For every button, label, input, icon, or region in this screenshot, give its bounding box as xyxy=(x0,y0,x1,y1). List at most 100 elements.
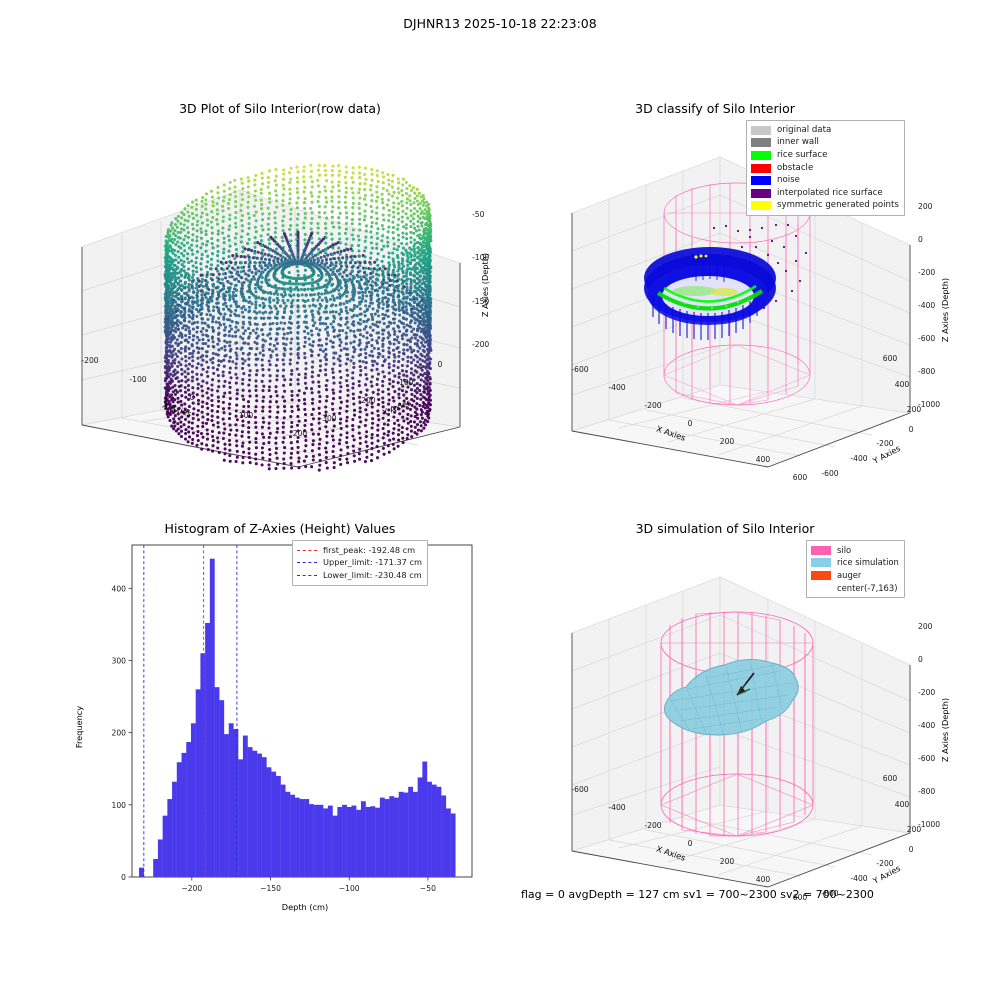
classify-legend-item[interactable]: symmetric generated points xyxy=(751,200,899,213)
histogram-bar xyxy=(238,759,243,877)
histogram-bar xyxy=(418,777,423,877)
simulation-3d-canvas[interactable]: -600 -400 -200 0 200 400 600 X Axies -60… xyxy=(510,515,980,905)
svg-text:300: 300 xyxy=(112,656,127,665)
classify-legend-item[interactable]: rice surface xyxy=(751,149,899,162)
histogram-bar xyxy=(342,805,347,877)
histogram-bar xyxy=(389,796,394,877)
histogram-bar xyxy=(304,799,309,877)
classify-legend-item[interactable]: interpolated rice surface xyxy=(751,187,899,200)
raw-3d-ytick-1: -100 xyxy=(396,378,413,387)
histogram-bar xyxy=(314,805,319,877)
sim-3d-ytick-5: 400 xyxy=(895,800,910,809)
sim-3d-xtick-4: 200 xyxy=(720,857,735,866)
classify-legend-item[interactable]: noise xyxy=(751,174,899,187)
classify-3d-legend[interactable]: original data inner wall rice surface obsta… xyxy=(746,120,905,216)
classify-3d-xtick-6: 600 xyxy=(793,473,808,482)
histogram-bar xyxy=(337,807,342,877)
histogram-bar xyxy=(285,792,290,877)
classify-legend-item[interactable]: inner wall xyxy=(751,137,899,150)
classify-legend-swatch xyxy=(751,151,771,160)
classify-3d-ztick-2: -200 xyxy=(918,268,935,277)
histogram-bar xyxy=(191,723,196,877)
histogram-bar xyxy=(323,808,328,877)
classify-3d-xtick-0: -600 xyxy=(571,365,588,374)
histogram-bar xyxy=(158,839,163,877)
hist-legend-item[interactable]: Upper_limit: -171.37 cm xyxy=(297,557,422,570)
histogram-bar xyxy=(200,653,205,877)
histogram-bar xyxy=(271,772,276,877)
raw-3d-xtick-3: 100 xyxy=(239,411,254,420)
histogram-canvas[interactable]: −200 −150 −100 −50 0 100 200 300 400 Depth (cm) … xyxy=(60,515,500,920)
sim-legend-label: auger xyxy=(837,570,861,581)
sim-3d-ztick-1: 0 xyxy=(918,655,923,664)
status-footer: flag = 0 avgDepth = 127 cm sv1 = 700~230… xyxy=(521,888,874,901)
histogram-bar xyxy=(333,816,338,877)
sim-legend-item[interactable]: rice simulation xyxy=(811,557,899,570)
svg-text:0: 0 xyxy=(121,873,126,882)
histogram-bar xyxy=(290,795,295,877)
raw-3d-zlabel: Z Axies (Depth) xyxy=(480,253,490,317)
svg-text:−50: −50 xyxy=(420,884,436,893)
histogram-bar xyxy=(196,689,201,877)
raw-3d-ytick-2: -200 xyxy=(358,396,375,405)
sim-legend-swatch xyxy=(811,584,831,593)
histogram-bar xyxy=(437,787,442,877)
sim-legend-swatch xyxy=(811,571,831,580)
hist-legend-item[interactable]: Lower_limit: -230.48 cm xyxy=(297,569,422,582)
histogram-bar xyxy=(163,816,168,877)
sim-legend-label: center(-7,163) xyxy=(837,583,897,594)
sim-3d-ztick-0: 200 xyxy=(918,622,933,631)
histogram-bar xyxy=(233,729,238,877)
classify-3d-ytick-5: 400 xyxy=(895,380,910,389)
classify-legend-label: original data xyxy=(777,125,831,136)
classify-3d-ztick-3: -400 xyxy=(918,301,935,310)
raw-3d-xtick-2: 0 xyxy=(190,393,195,402)
figure-canvas: DJHNR13 2025-10-18 22:23:08 3D Plot of S… xyxy=(0,0,1000,1000)
classify-legend-label: rice surface xyxy=(777,150,827,161)
histogram-bar xyxy=(281,785,286,877)
histogram-bar xyxy=(267,767,272,877)
classify-3d-ytick-1: -400 xyxy=(850,454,867,463)
sim-legend-item[interactable]: center(-7,163) xyxy=(811,582,899,595)
sim-legend-swatch xyxy=(811,558,831,567)
histogram-bar xyxy=(328,806,333,877)
histogram-legend[interactable]: first_peak: -192.48 cm Upper_limit: -171.… xyxy=(292,540,428,586)
classify-3d-xtick-2: -200 xyxy=(644,401,661,410)
hist-legend-item[interactable]: first_peak: -192.48 cm xyxy=(297,544,422,557)
sim-3d-ztick-5: -800 xyxy=(918,787,935,796)
sim-legend-item[interactable]: silo xyxy=(811,544,899,557)
histogram-bar xyxy=(300,799,305,877)
classify-legend-label: inner wall xyxy=(777,137,819,148)
classify-legend-item[interactable]: original data xyxy=(751,124,899,137)
panel-simulation-3d-title: 3D simulation of Silo Interior xyxy=(490,521,960,536)
classify-legend-swatch xyxy=(751,138,771,147)
histogram-bar xyxy=(413,792,418,877)
classify-3d-ztick-6: -1000 xyxy=(918,400,940,409)
classify-3d-ztick-4: -600 xyxy=(918,334,935,343)
simulation-3d-legend[interactable]: silo rice simulation auger center(-7,163) xyxy=(806,540,905,598)
panel-simulation-3d: 3D simulation of Silo Interior xyxy=(510,515,980,905)
classify-legend-swatch xyxy=(751,164,771,173)
classify-3d-canvas[interactable]: -600 -400 -200 0 200 400 600 X Axies -60… xyxy=(510,95,980,485)
histogram-ylabel: Frequency xyxy=(74,706,84,748)
sim-3d-xtick-5: 400 xyxy=(756,875,771,884)
sim-3d-ztick-6: -1000 xyxy=(918,820,940,829)
histogram-bar xyxy=(352,806,357,877)
sim-legend-item[interactable]: auger xyxy=(811,569,899,582)
raw-3d-canvas[interactable]: -200 -100 0 100 200 X Axies 0 -100 -200 … xyxy=(60,95,500,485)
sim-legend-label: silo xyxy=(837,545,851,556)
raw-3d-ztick-3: -200 xyxy=(472,340,489,349)
panel-raw-3d-title: 3D Plot of Silo Interior(row data) xyxy=(60,101,500,116)
histogram-bar xyxy=(361,801,366,877)
histogram-bar xyxy=(186,742,191,877)
histogram-bar xyxy=(380,798,385,877)
histogram-bar xyxy=(318,805,323,877)
histogram-bar xyxy=(153,859,158,877)
hist-legend-line-sample xyxy=(297,562,317,563)
panel-histogram: Histogram of Z-Axies (Height) Values −20… xyxy=(60,515,500,920)
sim-3d-ztick-4: -600 xyxy=(918,754,935,763)
raw-3d-ztick-0: -50 xyxy=(472,210,485,219)
histogram-bar xyxy=(172,782,177,877)
classify-legend-item[interactable]: obstacle xyxy=(751,162,899,175)
classify-3d-xtick-3: 0 xyxy=(688,419,693,428)
